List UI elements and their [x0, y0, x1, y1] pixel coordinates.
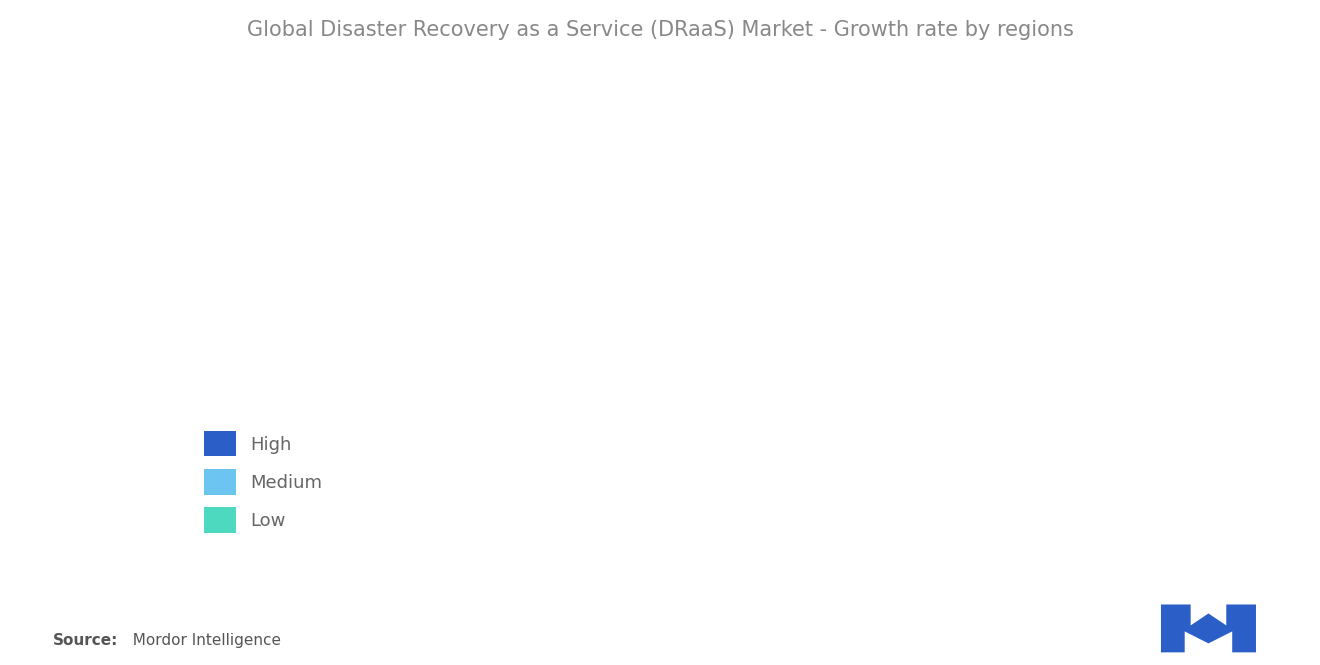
Text: Mordor Intelligence: Mordor Intelligence	[123, 633, 281, 648]
Text: Global Disaster Recovery as a Service (DRaaS) Market - Growth rate by regions: Global Disaster Recovery as a Service (D…	[247, 20, 1073, 40]
Text: Source:: Source:	[53, 633, 119, 648]
Legend: High, Medium, Low: High, Medium, Low	[194, 422, 331, 542]
Polygon shape	[1162, 604, 1257, 652]
